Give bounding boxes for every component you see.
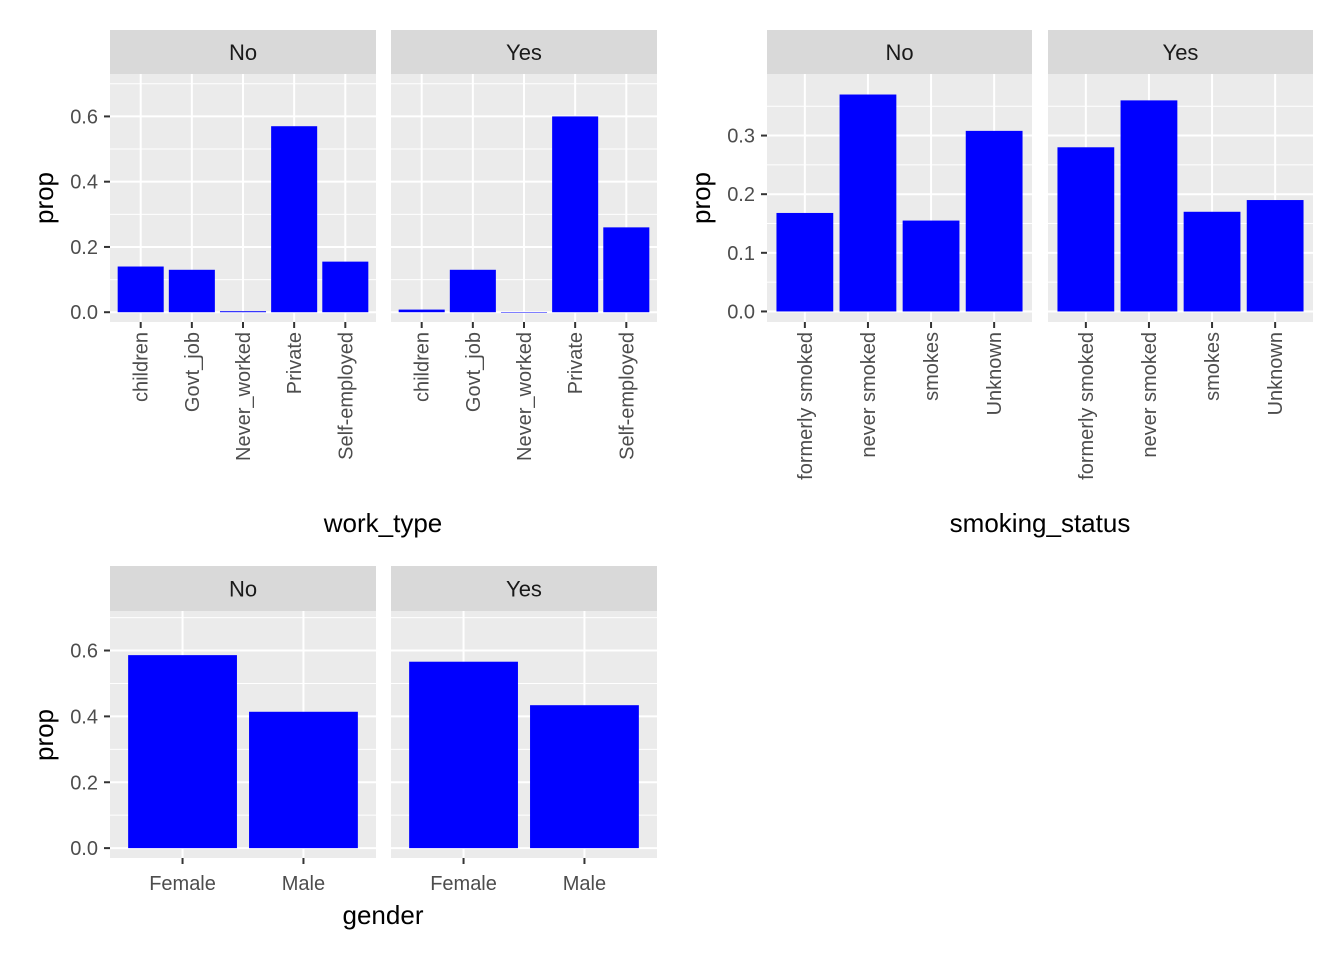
chart-smoking_status: No formerly smoked never smoked smokes Unkno…	[686, 30, 1313, 538]
facet-strip	[391, 566, 657, 611]
facet-strip-label: No	[229, 577, 257, 602]
y-tick-label: 0.0	[727, 301, 755, 323]
facet-strip-label: Yes	[506, 40, 542, 65]
facet-strip-label: No	[885, 40, 913, 65]
y-axis-title: prop	[686, 172, 716, 224]
facet-strip	[110, 566, 376, 611]
y-tick-label: 0.0	[70, 302, 98, 324]
bar-Self-employed	[322, 261, 369, 313]
x-tick-label: Self-employed	[616, 332, 638, 460]
y-tick-label: 0.4	[70, 172, 98, 194]
bar-Unknown	[1246, 200, 1304, 312]
x-tick-label: formerly smoked	[1076, 332, 1098, 480]
facet-strip	[391, 30, 657, 74]
x-tick-label: children	[412, 332, 434, 402]
bar-Govt_job	[168, 269, 215, 313]
chart-work_type: No children Govt_job Never_worked Private Sel…	[29, 30, 657, 538]
x-tick-label: Female	[149, 873, 216, 895]
chart-gender: No Female Male Yes Female Male 0.0 0.2 0.4 0.6 pro…	[29, 566, 657, 930]
bar-Self-employed	[603, 227, 650, 313]
x-tick-label: Unknown	[984, 332, 1006, 415]
x-tick-label: Male	[563, 873, 606, 895]
bar-never smoked	[839, 94, 897, 312]
y-tick-label: 0.1	[727, 243, 755, 265]
x-tick-label: never smoked	[858, 332, 880, 458]
x-tick-label: Private	[565, 332, 587, 394]
x-tick-label: Never_worked	[514, 332, 536, 461]
x-tick-label: Never_worked	[233, 332, 255, 461]
y-tick-label: 0.3	[727, 126, 755, 148]
facet-panel-yes: Yes Female Male	[391, 566, 657, 895]
bar-smokes	[1183, 211, 1241, 312]
bar-Male	[249, 711, 358, 849]
facet-panel-no: No formerly smoked never smoked smokes Unkno…	[767, 30, 1032, 480]
x-tick-label: Unknown	[1265, 332, 1287, 415]
facet-strip	[767, 30, 1032, 74]
x-axis-title: work_type	[323, 508, 443, 538]
bar-Unknown	[965, 130, 1023, 312]
y-tick-label: 0.2	[727, 184, 755, 206]
y-tick-label: 0.6	[70, 106, 98, 128]
x-axis-title: smoking_status	[950, 508, 1131, 538]
bar-never smoked	[1120, 100, 1178, 312]
x-tick-label: Self-employed	[335, 332, 357, 460]
x-tick-label: Govt_job	[463, 332, 485, 412]
facet-panel-no: No children Govt_job Never_worked Private Sel…	[110, 30, 376, 461]
bar-Female	[409, 661, 518, 849]
y-tick-label: 0.6	[70, 641, 98, 663]
x-tick-label: children	[131, 332, 153, 402]
facet-strip	[110, 30, 376, 74]
x-tick-label: Male	[282, 873, 325, 895]
bar-Female	[128, 655, 237, 849]
facet-strip-label: Yes	[1163, 40, 1199, 65]
y-axis-title: prop	[29, 709, 59, 761]
bar-children	[398, 309, 445, 313]
bar-Govt_job	[449, 269, 496, 313]
bar-children	[117, 266, 164, 313]
y-tick-label: 0.2	[70, 772, 98, 794]
x-tick-label: smokes	[921, 332, 943, 401]
y-tick-label: 0.0	[70, 838, 98, 860]
bar-formerly smoked	[776, 212, 834, 312]
facet-strip-label: Yes	[506, 577, 542, 602]
y-axis-title: prop	[29, 172, 59, 224]
bar-Private	[271, 126, 318, 313]
bar-Male	[530, 705, 639, 849]
bar-Never_worked	[219, 311, 267, 313]
x-axis-title: gender	[343, 900, 424, 930]
y-tick-label: 0.4	[70, 706, 98, 728]
facet-strip	[1048, 30, 1313, 74]
facet-strip-label: No	[229, 40, 257, 65]
x-tick-label: Private	[284, 332, 306, 394]
bar-formerly smoked	[1057, 147, 1115, 312]
facet-panel-no: No Female Male	[110, 566, 376, 895]
bar-Private	[552, 116, 599, 313]
facet-panel-yes: Yes formerly smoked never smoked smokes Unkn…	[1048, 30, 1313, 480]
bar-Never_worked	[500, 312, 548, 313]
facet-panel-yes: Yes children Govt_job Never_worked Private Se…	[391, 30, 657, 461]
x-tick-label: Female	[430, 873, 497, 895]
bar-smokes	[902, 220, 960, 312]
x-tick-label: formerly smoked	[795, 332, 817, 480]
y-tick-label: 0.2	[70, 237, 98, 259]
x-tick-label: smokes	[1202, 332, 1224, 401]
x-tick-label: Govt_job	[182, 332, 204, 412]
x-tick-label: never smoked	[1139, 332, 1161, 458]
